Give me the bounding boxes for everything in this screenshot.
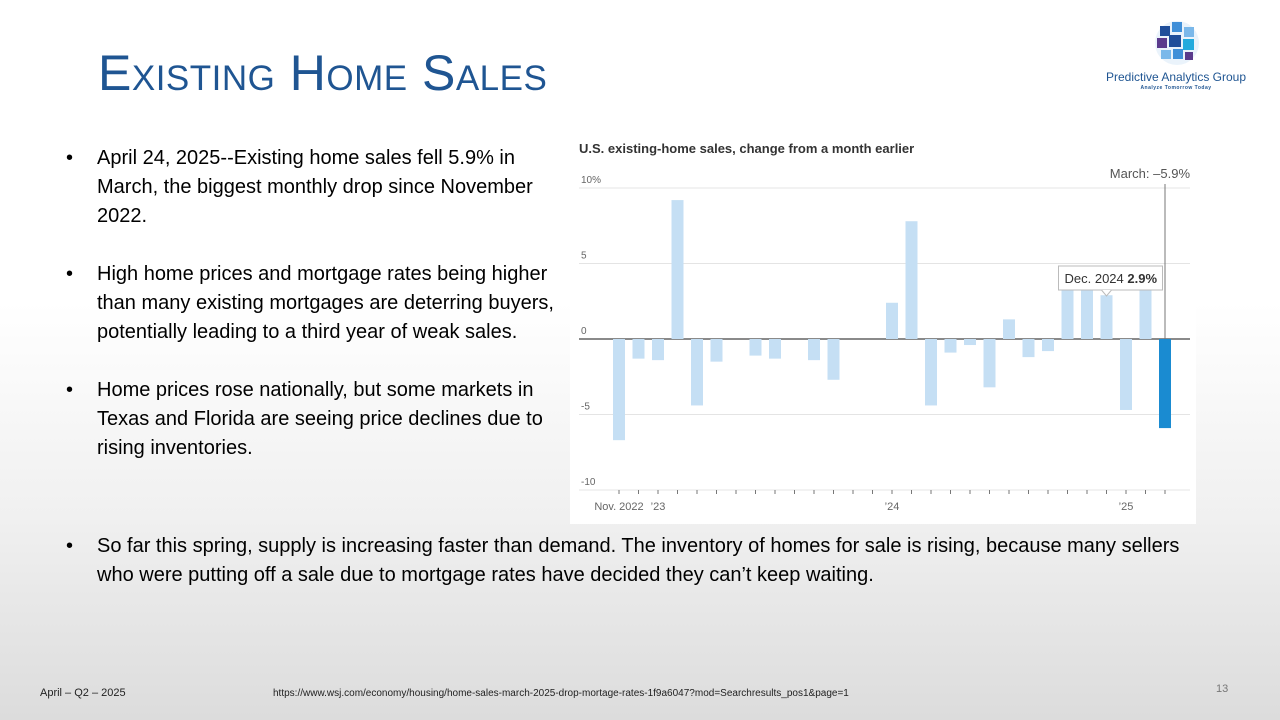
chart-bar [1022,339,1035,358]
y-tick-label: 0 [581,326,587,337]
chart-bar [983,339,996,388]
chart-bar [1120,339,1132,410]
chart-bar [1081,287,1093,339]
chart-bar [1100,295,1113,339]
chart-bar [671,200,684,339]
y-tick-label: -10 [581,477,596,488]
x-tick-label: ’25 [1119,501,1134,513]
bullet-item: So far this spring, supply is increasing… [62,532,1182,590]
footer-date: April – Q2 – 2025 [40,687,126,699]
chart-bar [652,339,664,361]
annotation-label: Dec. 2024 2.9% [1065,271,1158,286]
x-tick-label: ’24 [885,501,900,513]
chart-bar [710,339,723,362]
chart-title: U.S. existing-home sales, change from a … [579,141,915,156]
bullet-item: Home prices rose nationally, but some ma… [62,376,562,463]
chart-bar [925,339,937,406]
chart-bar [632,339,645,359]
y-tick-label: 10% [581,175,601,186]
chart-bar [613,339,625,441]
chart-bar [1061,287,1074,339]
logo-tagline: Analyze Tomorrow Today [1140,85,1212,91]
company-logo: Predictive Analytics Group Analyze Tomor… [1098,18,1254,98]
x-tick-label: ’23 [651,501,666,513]
slide-title: Existing Home Sales [98,45,548,101]
chart-bar [964,339,976,346]
chart-bar [1159,339,1171,429]
chart-bar [1139,286,1152,339]
bullet-list-wide: So far this spring, supply is increasing… [62,532,1182,590]
chart-bar [808,339,820,361]
chart-bar [749,339,762,356]
y-tick-label: -5 [581,402,590,413]
bullet-list: April 24, 2025--Existing home sales fell… [62,144,562,492]
y-tick-label: 5 [581,251,587,262]
bullet-item: April 24, 2025--Existing home sales fell… [62,144,562,231]
chart-bar [905,221,918,339]
source-url[interactable]: https://www.wsj.com/economy/housing/home… [273,688,849,699]
chart-bar [827,339,840,380]
puzzle-globe-icon [1155,21,1199,65]
chart-bar [944,339,957,353]
logo-name: Predictive Analytics Group [1105,70,1247,84]
chart-bar [1042,339,1054,352]
bullet-item: High home prices and mortgage rates bein… [62,260,562,347]
chart-bar [886,302,898,339]
chart-bar [769,339,781,359]
x-tick-label: Nov. 2022 [594,501,643,513]
chart-bar [691,339,703,406]
highlight-label: March: –5.9% [1110,166,1191,181]
page-number: 13 [1216,683,1229,695]
chart-bar [1003,319,1015,339]
home-sales-chart: U.S. existing-home sales, change from a … [570,134,1196,524]
chart-plot: 10% 5 0 -5 -10 March: –5.9% Dec. 2024 2.9% Nov.… [579,166,1191,513]
annotation-pointer [1101,289,1112,297]
